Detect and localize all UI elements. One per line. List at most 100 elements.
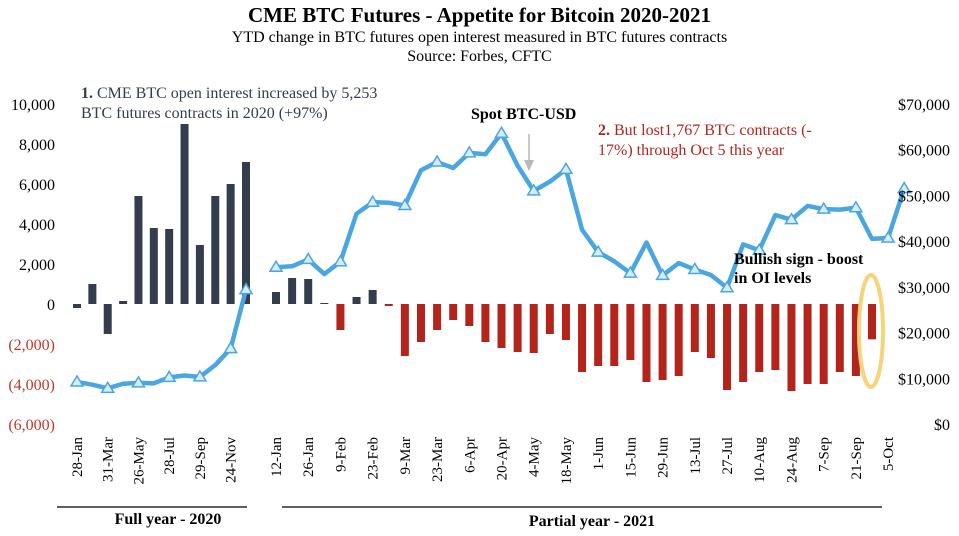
spot-line-2020	[76, 289, 249, 391]
y-left-tick-label: 10,000	[11, 97, 55, 114]
bar-2021	[626, 304, 635, 360]
bar-2021	[578, 304, 587, 372]
line-point	[526, 183, 542, 196]
spot-btc-label: Spot BTC-USD	[471, 106, 576, 123]
annotation-2020-line1: CME BTC open interest increased by 5,253	[97, 85, 377, 102]
bars-2020	[73, 124, 250, 334]
x-tick-label: 26-Jan	[301, 437, 317, 477]
y-left-tick-label: 8,000	[19, 137, 55, 154]
line-point	[880, 230, 896, 243]
bar-2020	[119, 301, 128, 304]
line-point	[69, 374, 85, 387]
x-tick-label: 15-Jun	[623, 437, 639, 478]
line-point	[238, 282, 254, 295]
x-tick-label: 9-Feb	[333, 437, 349, 472]
line-point	[333, 254, 348, 267]
line-point	[268, 259, 284, 272]
x-tick-label: 1-Jun	[591, 437, 607, 471]
bar-2021	[272, 292, 280, 304]
x-tick-label: 18-May	[559, 437, 575, 485]
chart-source: Source: Forbes, CFTC	[407, 48, 552, 65]
line-point	[848, 200, 864, 213]
title-block: CME BTC Futures - Appetite for Bitcoin 2…	[0, 2, 959, 66]
x-tick-label: 29-Jun	[656, 437, 672, 478]
annotation-2020-line2: BTC futures contracts in 2020 (+97%)	[81, 105, 328, 122]
bar-2020	[149, 228, 158, 304]
y-right-tick-label: $30,000	[898, 280, 950, 297]
bar-2021	[497, 304, 506, 348]
bullish-note-line2: in OI levels	[734, 270, 811, 287]
x-tick-label: 24-Nov	[224, 437, 240, 483]
line-point	[558, 161, 574, 175]
y-left-tick-label: 2,000	[19, 257, 55, 274]
y-left-tick-label: (4,000)	[8, 377, 55, 394]
x-tick-label: 23-Mar	[430, 437, 446, 482]
bar-2021	[513, 304, 522, 352]
bar-2021	[851, 304, 860, 376]
bar-2021	[320, 303, 329, 304]
bar-2021	[400, 304, 409, 356]
x-tick-label: 12-Jan	[269, 437, 285, 477]
line-point	[816, 201, 832, 214]
highlight-ellipse	[857, 273, 885, 389]
line-point	[461, 145, 477, 158]
line-point	[494, 125, 509, 139]
bar-2021	[352, 297, 361, 304]
bar-2021	[771, 304, 780, 370]
bar-2020	[242, 162, 250, 304]
bar-2020	[73, 304, 81, 308]
bar-2020	[88, 284, 97, 304]
line-point	[161, 369, 177, 383]
x-tick-label: 10-Aug	[752, 437, 768, 483]
group-label-2021: Partial year - 2021	[529, 513, 655, 530]
line-point	[131, 375, 146, 388]
x-tick-label: 21-Sep	[849, 437, 865, 480]
bar-2021	[304, 279, 313, 304]
y-axis-left: 10,000 8,000 6,000 4,000 2,000 0 (2,000) (4,000…	[8, 97, 55, 434]
chart-subtitle: YTD change in BTC futures open interest …	[231, 29, 728, 46]
y-left-tick-label: 0	[47, 297, 55, 314]
x-tick-label: 24-Aug	[784, 437, 800, 483]
line-point	[590, 244, 606, 257]
bar-2021	[545, 304, 554, 334]
bar-2021	[819, 304, 828, 384]
y-right-tick-label: $0	[934, 417, 950, 434]
line-point	[429, 154, 445, 167]
line-point	[751, 242, 767, 256]
bar-2021	[288, 278, 297, 304]
line-point	[687, 262, 703, 275]
y-right-tick-label: $20,000	[898, 326, 950, 343]
bar-2021	[755, 304, 764, 372]
x-tick-label: 31-Mar	[101, 437, 117, 482]
x-tick-label: 20-Apr	[495, 437, 511, 480]
y-right-tick-label: $60,000	[898, 143, 950, 160]
bar-2021	[561, 304, 570, 340]
bar-2021	[803, 304, 812, 384]
bar-2020	[103, 304, 112, 334]
line-point	[719, 280, 735, 293]
x-tick-label: 5-Oct	[881, 436, 897, 471]
bar-2020	[195, 245, 204, 304]
y-right-tick-label: $70,000	[898, 97, 950, 114]
bar-2020	[134, 196, 143, 304]
y-left-tick-label: 4,000	[19, 217, 55, 234]
x-tick-label: 6-Apr	[462, 437, 478, 473]
bar-2021	[835, 304, 844, 372]
spot-line-2021	[275, 131, 907, 291]
x-tick-label: 7-Sep	[817, 437, 833, 472]
line-point	[397, 198, 413, 211]
annotation-2021-line2: 17%) through Oct 5 this year	[598, 142, 785, 159]
x-tick-label: 4-May	[527, 437, 543, 477]
annotation-2021: 2. But lost1,767 BTC contracts (-	[598, 122, 812, 139]
x-tick-label: 26-May	[131, 437, 147, 485]
bar-2020	[165, 229, 174, 304]
line-point	[784, 212, 799, 225]
line-point	[192, 369, 208, 382]
bar-2020	[211, 196, 220, 304]
x-tick-label: 28-Jan	[70, 437, 86, 477]
y-left-tick-label: 6,000	[19, 177, 55, 194]
line-point	[655, 267, 670, 281]
group-label-2020: Full year - 2020	[115, 511, 222, 528]
bar-2021	[368, 290, 377, 304]
